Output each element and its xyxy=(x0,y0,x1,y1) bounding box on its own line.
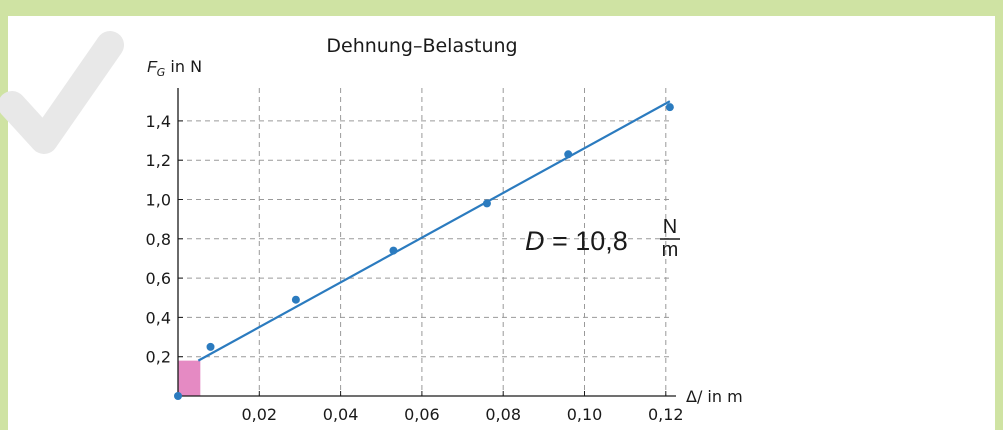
annotation-value: = 10,8 xyxy=(545,226,628,256)
x-axis-label: Δ/ in m xyxy=(686,387,743,406)
data-point xyxy=(174,392,182,400)
y-tick-label: 0,8 xyxy=(146,230,171,249)
annotation-numerator: N xyxy=(663,216,677,238)
x-tick-label: 0,04 xyxy=(323,405,359,424)
fit-layer xyxy=(197,100,671,362)
points-layer xyxy=(174,103,674,400)
y-axis-label: FG in N xyxy=(147,57,202,79)
grid xyxy=(178,88,672,396)
annotation-lhs: D xyxy=(525,226,545,256)
data-point xyxy=(206,342,215,351)
svg-text:D = 10,8: D = 10,8 xyxy=(525,226,628,256)
annotation-denominator: m xyxy=(662,239,679,261)
y-axis-subscript: G xyxy=(157,66,166,79)
highlight-layer xyxy=(178,360,201,396)
y-axis-symbol: F xyxy=(147,59,158,76)
data-point xyxy=(665,103,674,112)
y-axis-unit: in N xyxy=(165,57,202,76)
chart-title: Dehnung–Belastung xyxy=(326,35,517,57)
top-band xyxy=(0,0,1003,16)
x-tick-label: 0,08 xyxy=(485,405,521,424)
x-tick-label: 0,06 xyxy=(404,405,440,424)
x-tick-label: 0,02 xyxy=(241,405,277,424)
y-tick-label: 0,2 xyxy=(146,348,171,367)
y-tick-label: 1,0 xyxy=(146,191,171,210)
y-tick-label: 0,6 xyxy=(146,269,171,288)
x-tick-label: 0,12 xyxy=(648,405,684,424)
fit-line xyxy=(197,100,671,362)
data-point xyxy=(291,295,300,304)
y-tick-label: 1,2 xyxy=(146,151,171,170)
content-area xyxy=(8,16,995,430)
data-point xyxy=(389,246,398,255)
x-tick-label: 0,10 xyxy=(567,405,603,424)
y-tick-label: 1,4 xyxy=(146,112,171,131)
y-tick-labels: 0,2 0,4 0,6 0,8 1,0 1,2 1,4 xyxy=(146,112,171,367)
y-tick-label: 0,4 xyxy=(146,308,171,327)
highlight-rect xyxy=(178,360,201,396)
x-tick-labels: 0,02 0,04 0,06 0,08 0,10 0,12 xyxy=(241,405,683,424)
annotation-d: D = 10,8 N m xyxy=(525,216,680,261)
axes xyxy=(177,88,676,397)
data-point xyxy=(482,199,491,208)
data-point xyxy=(564,150,573,159)
